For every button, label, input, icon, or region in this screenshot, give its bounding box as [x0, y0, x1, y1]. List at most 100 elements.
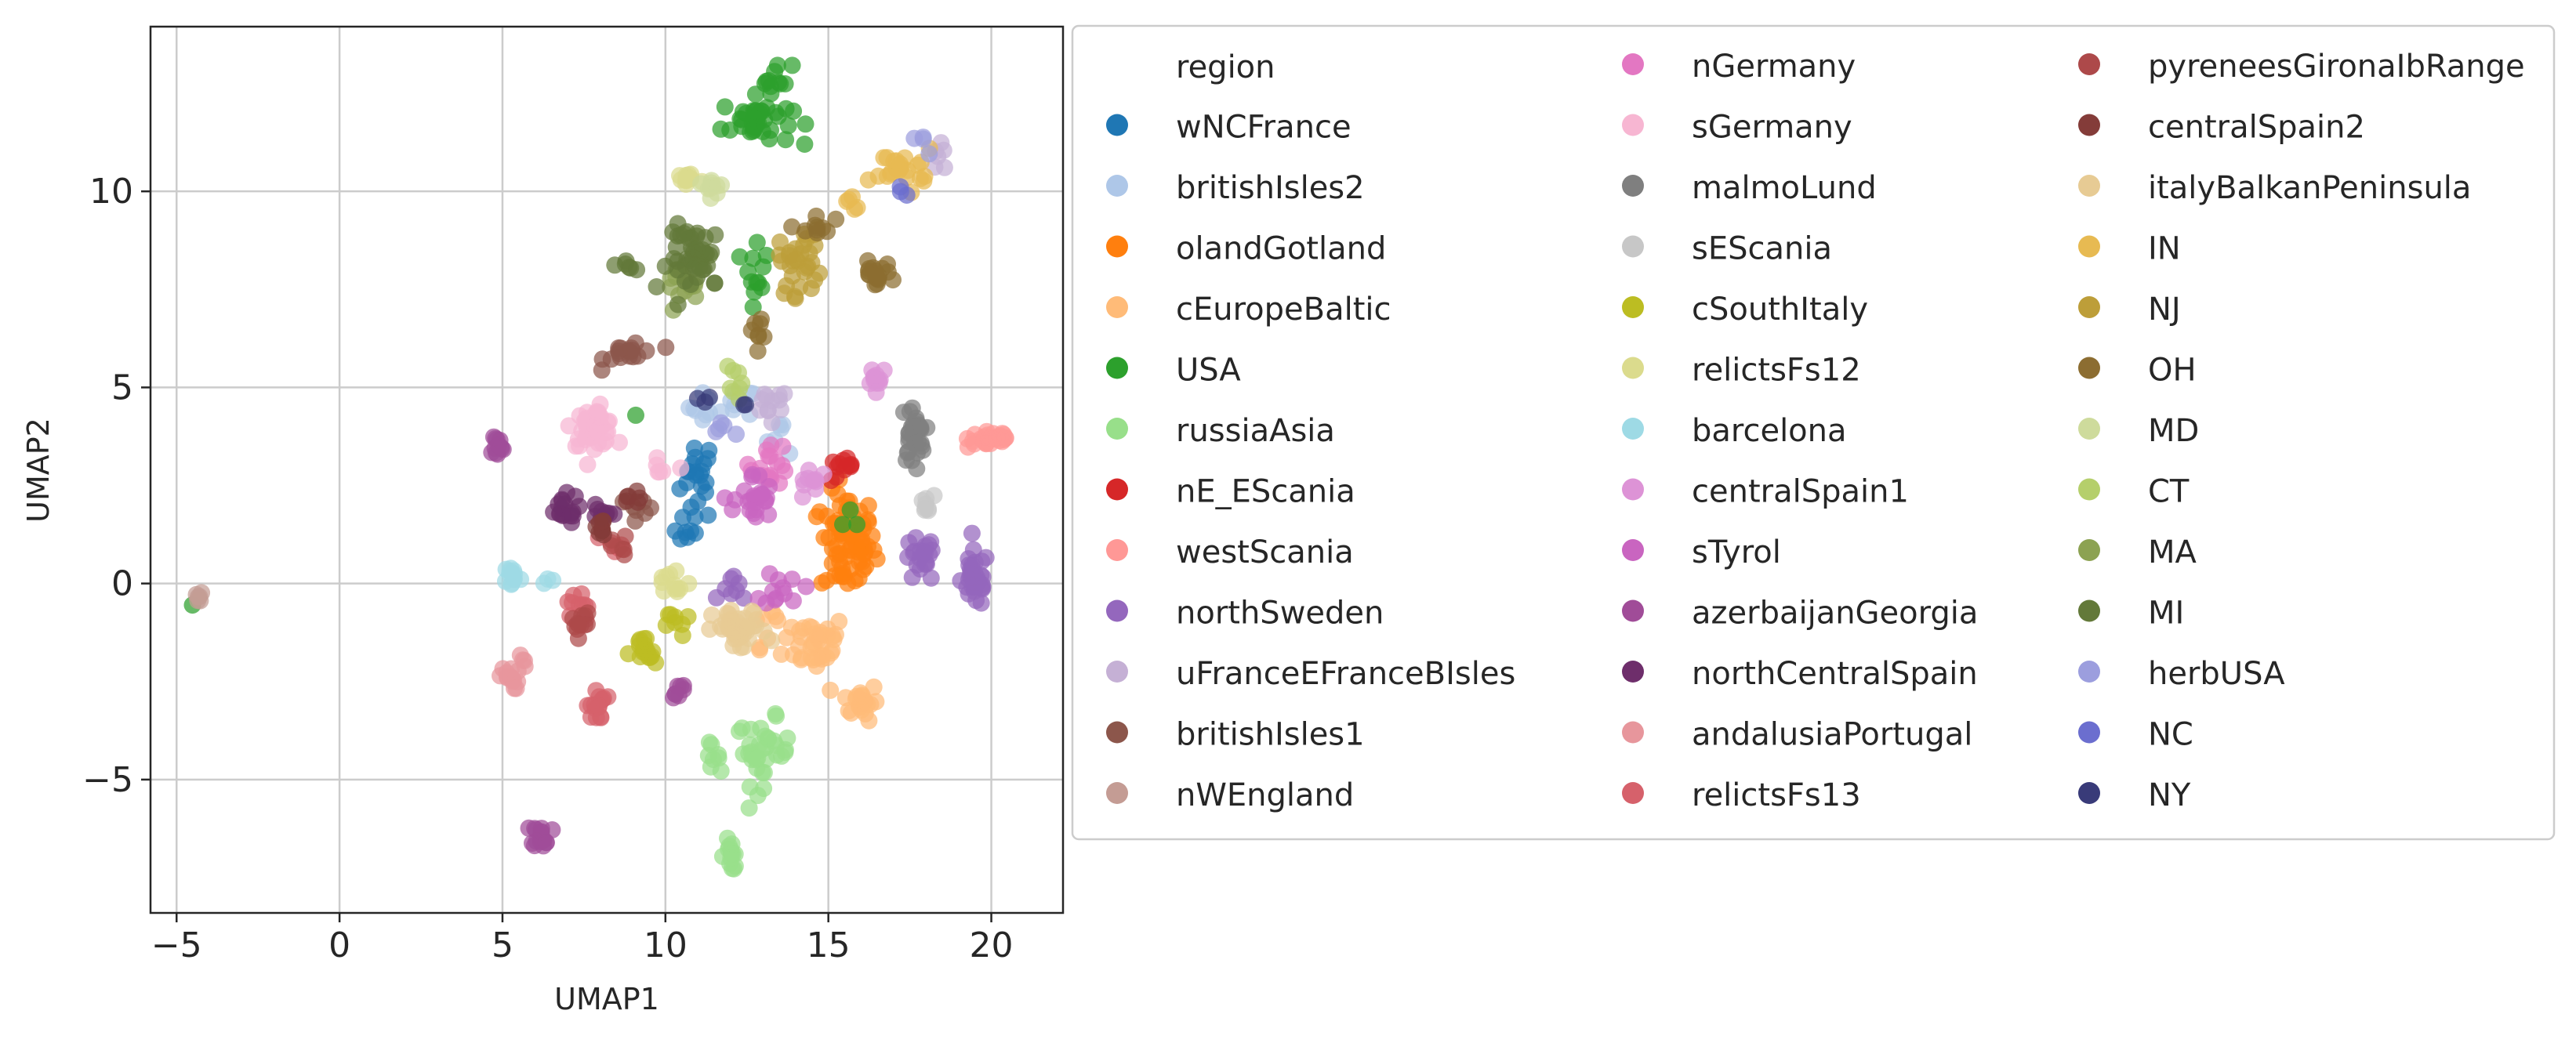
data-point-olandGotland [828, 545, 846, 563]
legend-label: IN [2148, 231, 2181, 267]
legend-marker [1622, 175, 1644, 197]
data-point-olandGotland [857, 557, 875, 575]
data-point-olandGotland [820, 529, 838, 546]
data-point-northCentralSpain [566, 487, 584, 505]
legend-label: centralSpain1 [1692, 474, 1909, 510]
data-point-USA [834, 516, 851, 534]
data-point-malmoLund [908, 460, 926, 478]
data-point-italyBalkanPeninsula [739, 618, 756, 636]
data-point-sGermany [560, 417, 578, 435]
data-point-USA [733, 110, 751, 129]
data-point-britishIsles1 [657, 339, 675, 357]
legend-label: nE_EScania [1176, 474, 1355, 510]
legend-entry-italyBalkanPeninsula: italyBalkanPeninsula [2078, 170, 2471, 206]
data-point-OH [827, 210, 845, 228]
series-USA [183, 56, 866, 614]
data-point-sGermany [592, 407, 610, 426]
series-centralSpain2 [587, 482, 648, 544]
data-point-NJ [780, 247, 798, 265]
data-point-barcelona [501, 562, 519, 580]
data-point-malmoLund [894, 404, 912, 422]
data-point-USA [716, 98, 734, 116]
data-point-IN [875, 149, 893, 167]
series-NC [891, 178, 916, 204]
data-point-andalusiaPortugal [514, 651, 532, 669]
legend-label: russiaAsia [1176, 413, 1335, 449]
data-point-centralSpain1 [867, 366, 885, 384]
legend-marker [1622, 782, 1644, 804]
legend-label: MD [2148, 413, 2199, 449]
axis-ticks: −5 0 5 10 15 20 −5 0 5 10 [82, 172, 1013, 965]
legend-marker [1622, 478, 1644, 501]
series-herbUSA [707, 129, 938, 444]
legend-marker [1106, 114, 1128, 136]
legend-entry-uFranceEFranceBIsles: uFranceEFranceBIsles [1106, 656, 1515, 692]
legend-label: cSouthItaly [1692, 292, 1868, 328]
data-point-russiaAsia [712, 762, 730, 780]
data-point-russiaAsia [722, 849, 740, 867]
data-point-USA [748, 234, 766, 252]
data-point-cEuropeBaltic [847, 687, 865, 705]
data-point-uFranceEFranceBIsles [757, 388, 775, 406]
data-point-britishIsles1 [637, 342, 655, 360]
series-NY [688, 389, 755, 414]
data-point-sTyrol [797, 578, 815, 596]
legend-marker [2078, 661, 2100, 683]
legend-marker [1622, 114, 1644, 136]
data-point-relictsFs13 [564, 586, 582, 604]
legend-marker [1106, 599, 1128, 622]
data-point-italyBalkanPeninsula [720, 620, 738, 638]
data-point-OH [808, 224, 826, 242]
data-point-relictsFs12 [677, 172, 695, 190]
legend-entry-pyreneesGironaIbRange: pyreneesGironaIbRange [2078, 49, 2525, 85]
data-point-azerbaijanGeorgia [489, 436, 507, 455]
data-point-MI [688, 241, 706, 258]
data-point-nWEngland [189, 592, 207, 610]
data-point-sTyrol [775, 585, 793, 603]
series-azerbaijanGeorgia [483, 428, 692, 855]
legend-label: italyBalkanPeninsula [2148, 170, 2471, 206]
data-point-OH [807, 207, 825, 225]
data-point-IN [915, 172, 933, 190]
legend-frame [1071, 24, 2556, 841]
legend-label: olandGotland [1176, 231, 1386, 267]
series-OH [742, 207, 902, 360]
data-point-OH [860, 266, 878, 284]
data-point-cEuropeBaltic [822, 681, 840, 699]
legend-label: cEuropeBaltic [1176, 292, 1391, 328]
data-point-USA [712, 120, 730, 138]
data-point-USA [796, 136, 814, 153]
data-point-nGermany [773, 457, 791, 474]
legend-marker [2078, 296, 2100, 318]
data-point-centralSpain2 [590, 514, 608, 532]
series-barcelona [496, 560, 562, 593]
data-point-cEuropeBaltic [804, 651, 822, 668]
data-point-NC [891, 178, 909, 196]
legend-marker [1106, 721, 1128, 744]
series-northCentralSpain [545, 483, 623, 531]
x-tick-label: 10 [644, 925, 688, 965]
series-MI [606, 215, 724, 313]
legend-entries: wNCFrance britishIsles2 olandGotland cEurop… [1106, 49, 2525, 813]
data-point-CT [724, 382, 742, 400]
data-point-wNCFrance [699, 506, 717, 524]
data-point-olandGotland [835, 567, 853, 585]
legend-label: northSweden [1176, 596, 1384, 632]
legend-entry-centralSpain2: centralSpain2 [2078, 110, 2365, 146]
data-point-cEuropeBaltic [825, 631, 843, 649]
legend-entry-IN: IN [2078, 231, 2181, 267]
legend-marker [1622, 357, 1644, 379]
series-wNCFrance [666, 439, 718, 548]
data-point-IN [848, 198, 866, 216]
series-andalusiaPortugal [492, 646, 534, 697]
legend-entry-relictsFs13: relictsFs13 [1622, 777, 1861, 813]
data-point-MD [692, 175, 710, 193]
legend-entry-wNCFrance: wNCFrance [1106, 110, 1351, 146]
series-malmoLund [894, 399, 936, 478]
data-point-westScania [958, 429, 976, 447]
legend-label: MA [2148, 534, 2197, 570]
legend-label: MI [2148, 596, 2184, 632]
data-point-sTyrol [741, 502, 759, 520]
series-sTyrol [716, 465, 815, 612]
series-pyreneesGironaIbRange [564, 527, 634, 647]
